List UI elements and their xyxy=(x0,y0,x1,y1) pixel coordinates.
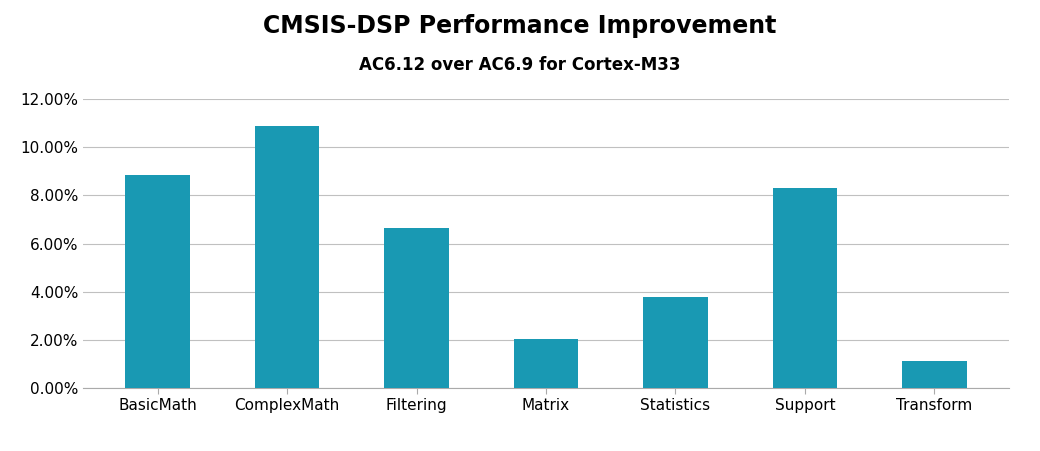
Bar xyxy=(255,126,319,388)
Bar xyxy=(643,297,708,388)
Bar xyxy=(902,361,967,388)
Bar xyxy=(384,228,449,388)
Bar xyxy=(773,188,837,388)
Text: AC6.12 over AC6.9 for Cortex-M33: AC6.12 over AC6.9 for Cortex-M33 xyxy=(359,56,681,74)
Bar xyxy=(125,175,190,388)
Text: CMSIS-DSP Performance Improvement: CMSIS-DSP Performance Improvement xyxy=(263,14,777,37)
Bar xyxy=(514,339,578,388)
